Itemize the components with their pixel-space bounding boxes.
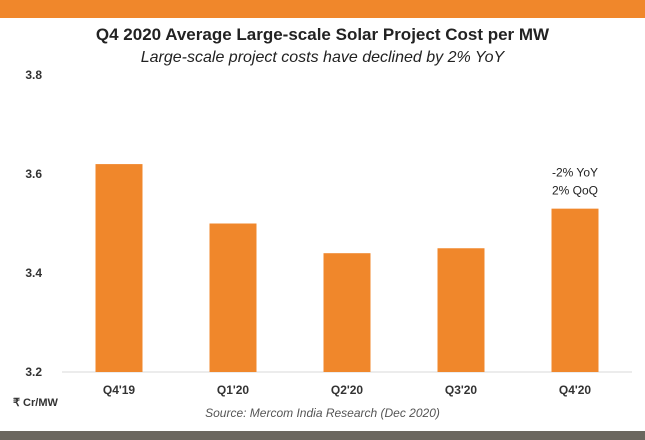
header-accent-bar xyxy=(0,0,645,18)
y-tick-label: 3.4 xyxy=(25,266,42,280)
bar-annotation: 2% QoQ xyxy=(552,184,598,198)
source-note: Source: Mercom India Research (Dec 2020) xyxy=(205,406,440,420)
chart-title: Q4 2020 Average Large-scale Solar Projec… xyxy=(95,25,550,44)
y-tick-label: 3.2 xyxy=(25,365,42,379)
bar-annotation: -2% YoY xyxy=(552,166,598,180)
y-axis-unit-label: ₹ Cr/MW xyxy=(13,397,58,409)
chart-subtitle: Large-scale project costs have declined … xyxy=(140,49,505,66)
footer-bar xyxy=(0,431,645,440)
y-tick-label: 3.6 xyxy=(25,167,42,181)
bar xyxy=(437,248,485,372)
bar xyxy=(209,223,257,372)
x-tick-label: Q4'20 xyxy=(559,383,592,397)
bar xyxy=(95,164,143,372)
x-tick-label: Q3'20 xyxy=(445,383,478,397)
bar xyxy=(323,253,371,372)
x-tick-label: Q4'19 xyxy=(103,383,136,397)
x-tick-label: Q1'20 xyxy=(217,383,250,397)
y-tick-label: 3.8 xyxy=(25,68,42,82)
x-tick-label: Q2'20 xyxy=(331,383,364,397)
bar xyxy=(551,208,599,372)
